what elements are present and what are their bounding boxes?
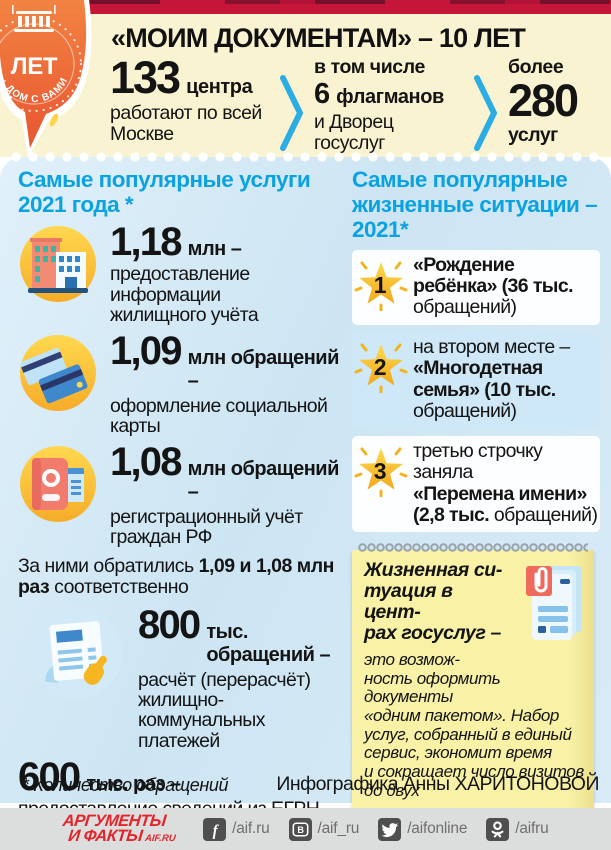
star-rank-icon: 1 bbox=[354, 261, 408, 311]
svg-text:3: 3 bbox=[374, 458, 387, 484]
popular-services-section: Самые популярные услуги 2021 года * bbox=[18, 167, 350, 850]
stat-services: более 280 услуг bbox=[508, 56, 579, 146]
note-body: это возмож- ность оформить документы «од… bbox=[364, 649, 584, 800]
service-item: 1,09 млн обращений – оформление социальн… bbox=[18, 331, 350, 437]
situations-heading: Самые популярные жизненные ситуации – 20… bbox=[352, 167, 598, 243]
life-situations-section: Самые популярные жизненные ситуации – 20… bbox=[352, 167, 600, 813]
spiral-binding bbox=[358, 540, 588, 556]
top-accent-bar bbox=[0, 0, 611, 14]
page-title: «МОИМ ДОКУМЕНТАМ» – 10 ЛЕТ bbox=[111, 23, 526, 53]
odnoklassniki-icon bbox=[486, 817, 510, 841]
footnote: * Количество обращений bbox=[22, 775, 229, 795]
bank-cards-icon bbox=[20, 334, 96, 411]
svg-text:1: 1 bbox=[374, 272, 387, 298]
passport-icon bbox=[20, 445, 96, 522]
header-panel: «МОИМ ДОКУМЕНТАМ» – 10 ЛЕТ 133 центра ра… bbox=[0, 14, 611, 176]
services-note: За ними обратились 1,09 и 1,08 млн раз с… bbox=[18, 554, 334, 599]
note-card: Жизненная си- туация в цент- рах госуслу… bbox=[352, 550, 594, 813]
star-rank-icon: 2 bbox=[354, 343, 408, 393]
situation-item-3: 3 третью строчку заняла «Перемена имени»… bbox=[352, 435, 600, 533]
anniversary-badge: ЛЕТ · ДОМ С ВАМИ · ♥ bbox=[0, 0, 92, 158]
service-item: 800 тыс. обращений – расчёт (перерасчёт)… bbox=[30, 604, 350, 752]
heart-icon: ♥ bbox=[7, 93, 12, 103]
svg-text:f: f bbox=[213, 822, 220, 839]
footer-bar: АРГУМЕНТЫ И ФАКТЫ AIF.RU f /aif.ru bbox=[0, 808, 611, 850]
note-heading: Жизненная си- туация в цент- рах госуслу… bbox=[364, 559, 502, 644]
social-odnoklassniki[interactable]: /aifru bbox=[486, 817, 549, 841]
social-vk[interactable]: B /aif_ru bbox=[288, 817, 359, 841]
situation-item-1: 1 «Рождение ребёнка» (36 тыс. обращений) bbox=[352, 249, 600, 325]
services-count: 280 bbox=[508, 74, 579, 126]
documents-paperclip-icon bbox=[526, 566, 582, 641]
star-rank-icon: 3 bbox=[354, 447, 408, 497]
flagships-count: 6 bbox=[314, 77, 330, 110]
centers-count: 133 bbox=[110, 52, 181, 103]
service-item: 1,18 млн – предоставление информации жил… bbox=[18, 222, 350, 326]
situation-item-2: 2 на втором месте – «Многодетная семья» … bbox=[352, 331, 600, 429]
svg-text:2: 2 bbox=[374, 354, 387, 380]
svg-text:B: B bbox=[297, 824, 304, 834]
header-stats: 133 центра работают по всей Москве в том… bbox=[110, 52, 579, 176]
chevron-right-icon bbox=[280, 75, 303, 151]
services-heading: Самые популярные услуги 2021 года * bbox=[18, 167, 311, 218]
hand-icon bbox=[83, 655, 107, 685]
aif-logo[interactable]: АРГУМЕНТЫ И ФАКТЫ AIF.RU bbox=[62, 812, 177, 845]
stat-centers: 133 центра работают по всей Москве bbox=[110, 52, 262, 145]
badge-years-label: ЛЕТ bbox=[11, 53, 58, 80]
social-twitter[interactable]: /aifonline bbox=[378, 817, 467, 841]
facebook-icon: f bbox=[203, 817, 227, 841]
credit-line: Инфографика Анны ХАРИТОНОВОЙ bbox=[276, 773, 599, 795]
social-links: f /aif.ru B /aif_ru bbox=[203, 817, 549, 841]
life-situation-note: Жизненная си- туация в цент- рах госуслу… bbox=[352, 540, 594, 813]
content-panel: Самые популярные услуги 2021 года * bbox=[0, 152, 611, 850]
social-facebook[interactable]: f /aif.ru bbox=[203, 817, 270, 841]
colonnade-icon bbox=[12, 5, 56, 32]
twitter-icon bbox=[378, 817, 402, 841]
chevron-right-icon bbox=[474, 75, 497, 151]
vk-icon: B bbox=[288, 817, 312, 841]
perforation-dots bbox=[8, 152, 603, 163]
building-icon bbox=[20, 226, 96, 303]
receipt-icon bbox=[32, 608, 122, 699]
service-item: 1,08 млн обращений – регистрационный учё… bbox=[18, 442, 350, 548]
